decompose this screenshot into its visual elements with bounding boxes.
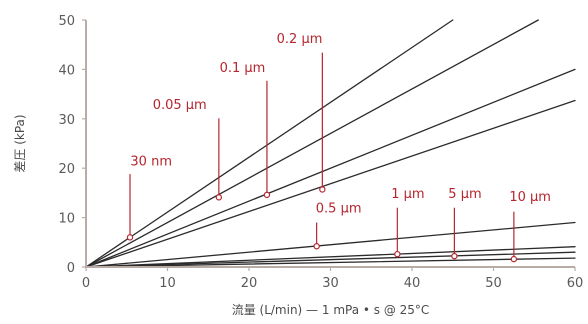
annotation-marker xyxy=(263,191,271,199)
x-tick-label: 30 xyxy=(322,276,339,291)
annotation-marker xyxy=(510,255,518,263)
axes xyxy=(82,19,576,271)
x-tick-label: 10 xyxy=(159,276,176,291)
y-tick-label: 50 xyxy=(58,14,75,29)
annotation-label: 5 μm xyxy=(448,187,481,202)
series-line-5 xyxy=(85,221,576,268)
x-axis-label: 流量 (L/min) — 1 mPa • s @ 25°C xyxy=(232,303,430,317)
annotation-marker xyxy=(319,186,326,193)
annotation-label: 30 nm xyxy=(130,155,172,170)
series-line-2 xyxy=(85,19,539,268)
annotation-label: 0.5 μm xyxy=(316,202,362,217)
y-axis-label: 差圧 (kPa) xyxy=(13,114,27,172)
series-line-1 xyxy=(85,19,454,268)
tick-labels: 0 10 20 30 40 50 60 0 10 20 30 40 50 xyxy=(58,14,583,291)
x-tick-label: 50 xyxy=(485,276,502,291)
annotation-marker xyxy=(451,252,458,260)
annotation-label: 0.05 μm xyxy=(153,98,207,113)
annotations: 30 nm 0.05 μm 0.1 μm 0.2 μm 0.5 μm 1 μm 5 μm 10… xyxy=(126,32,551,263)
annotation-marker xyxy=(126,234,134,241)
y-tick-label: 40 xyxy=(58,63,75,78)
series-line-6 xyxy=(85,246,576,268)
annotation-marker xyxy=(394,250,401,258)
series-line-3 xyxy=(85,68,576,268)
x-tick-label: 40 xyxy=(404,276,421,291)
annotation-label: 1 μm xyxy=(391,187,424,202)
series-line-7 xyxy=(85,251,576,268)
annotation-label: 0.1 μm xyxy=(220,61,266,76)
series-lines xyxy=(85,19,576,268)
annotation-label: 10 μm xyxy=(509,190,551,205)
annotation-marker xyxy=(215,194,223,201)
annotation-label: 0.2 μm xyxy=(277,32,323,47)
y-tick-label: 30 xyxy=(58,113,75,128)
x-tick-label: 60 xyxy=(567,276,584,291)
annotation-marker xyxy=(313,243,320,250)
x-tick-label: 0 xyxy=(82,276,90,291)
y-tick-label: 0 xyxy=(67,261,75,276)
y-tick-label: 20 xyxy=(58,162,75,177)
x-tick-label: 20 xyxy=(241,276,258,291)
y-tick-label: 10 xyxy=(58,212,75,227)
series-line-4 xyxy=(85,99,576,268)
series-line-8 xyxy=(85,257,576,268)
